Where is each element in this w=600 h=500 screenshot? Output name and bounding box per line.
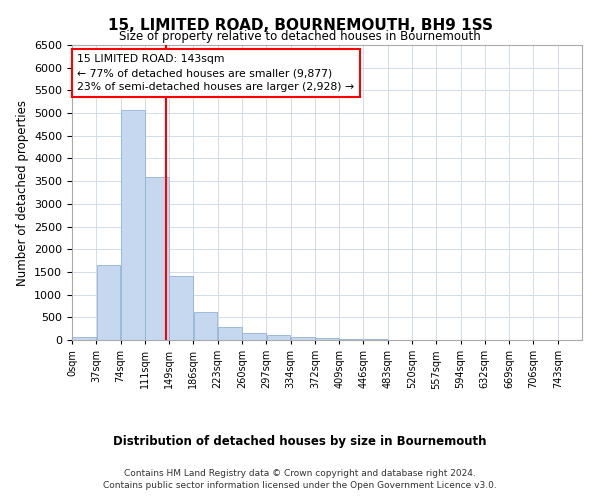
Text: Distribution of detached houses by size in Bournemouth: Distribution of detached houses by size …	[113, 435, 487, 448]
Bar	[266, 336, 290, 340]
Bar	[291, 336, 314, 340]
Text: 15 LIMITED ROAD: 143sqm
← 77% of detached houses are smaller (9,877)
23% of semi: 15 LIMITED ROAD: 143sqm ← 77% of detache…	[77, 54, 355, 92]
Y-axis label: Number of detached properties: Number of detached properties	[16, 100, 29, 286]
Bar	[194, 312, 217, 340]
Bar	[121, 110, 145, 340]
Bar	[169, 276, 193, 340]
Bar	[97, 265, 120, 340]
Bar	[340, 338, 363, 340]
Bar	[242, 334, 266, 340]
Bar	[145, 176, 169, 340]
Text: Size of property relative to detached houses in Bournemouth: Size of property relative to detached ho…	[119, 30, 481, 43]
Bar	[218, 327, 242, 340]
Text: Contains HM Land Registry data © Crown copyright and database right 2024.
Contai: Contains HM Land Registry data © Crown c…	[103, 468, 497, 490]
Bar	[364, 339, 388, 340]
Text: 15, LIMITED ROAD, BOURNEMOUTH, BH9 1SS: 15, LIMITED ROAD, BOURNEMOUTH, BH9 1SS	[107, 18, 493, 32]
Bar	[315, 338, 339, 340]
Bar	[73, 337, 96, 340]
